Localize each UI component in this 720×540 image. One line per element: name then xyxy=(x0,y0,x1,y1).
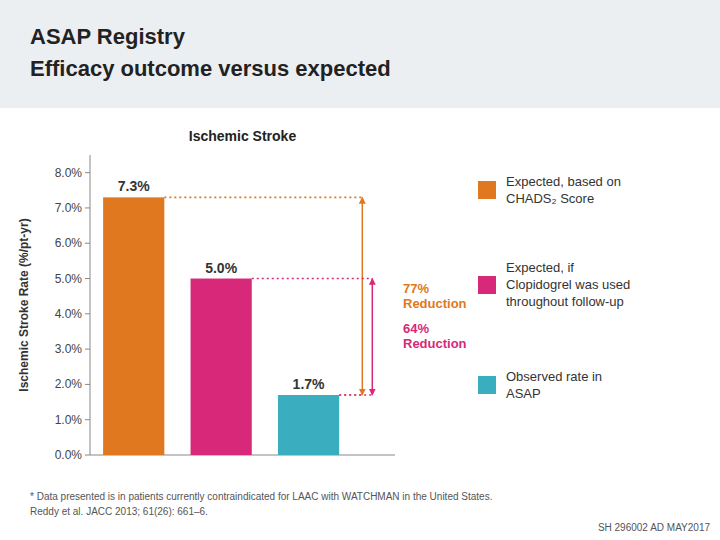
text-line: 77% xyxy=(403,281,429,296)
tick-label: 2.0% xyxy=(55,377,83,391)
footnote: * Data presented is in patients currentl… xyxy=(30,491,492,502)
title: ASAP Registry Efficacy outcome versus exp… xyxy=(30,24,391,81)
legend-entry: Expected, if Clopidogrel was used througho… xyxy=(506,260,630,309)
tick-label: 6.0% xyxy=(55,236,83,250)
tick-label: 0.0% xyxy=(55,448,83,462)
annotation-text: 64%Reduction xyxy=(403,321,467,351)
tick-mark xyxy=(85,349,90,350)
legend-swatch xyxy=(478,276,496,294)
tick-label: 3.0% xyxy=(55,342,83,356)
y-axis-line xyxy=(90,155,91,455)
text-line: 64% xyxy=(403,321,429,336)
text-line: Expected, if xyxy=(506,260,574,275)
text-line: CHADS₂ Score xyxy=(506,191,594,206)
bars xyxy=(103,197,339,455)
tick-mark xyxy=(85,243,90,244)
legend-swatch xyxy=(478,181,496,199)
tick-mark xyxy=(85,384,90,385)
tick-label: 7.0% xyxy=(55,201,83,215)
text-line: ASAP xyxy=(506,386,541,401)
legend-swatch xyxy=(478,376,496,394)
text-line: Reduction xyxy=(403,296,467,311)
reduction-arrow xyxy=(362,197,364,395)
tick-label: 5.0% xyxy=(55,272,83,286)
tick-mark xyxy=(85,455,90,456)
bar xyxy=(103,197,164,455)
guide-line xyxy=(339,394,372,396)
y-axis: 0.0% 1.0% 2.0% 3.0% 4.0% 5.0% 6.0% 7.0% 8.0% xyxy=(55,155,395,462)
tick-mark xyxy=(85,278,90,279)
footnote: SH 296002 AD MAY2017 xyxy=(598,522,711,533)
guide-line xyxy=(252,278,373,280)
tick-mark xyxy=(85,172,90,173)
legend-entry: Observed rate in ASAP xyxy=(506,369,602,401)
bar xyxy=(278,395,339,455)
tick-mark xyxy=(85,419,90,420)
reduction-arrow xyxy=(372,279,374,395)
text-line: throughout follow-up xyxy=(506,294,624,309)
text-line: Efficacy outcome versus expected xyxy=(30,56,391,81)
text-line: ASAP Registry xyxy=(30,24,186,49)
tick-label: 4.0% xyxy=(55,307,83,321)
y-axis-label: Ischemic Stroke Rate (%/pt-yr) xyxy=(17,218,31,391)
tick-label: 1.0% xyxy=(55,413,83,427)
legend: Expected, based onCHADS₂ ScoreExpected, … xyxy=(478,174,630,401)
tick-mark xyxy=(85,207,90,208)
footnote: Reddy et al. JACC 2013; 61(26): 661–6. xyxy=(30,506,208,517)
guide-line xyxy=(164,197,362,199)
chart: ASAP Registry Efficacy outcome versus exp… xyxy=(0,0,720,540)
text-line: Observed rate in xyxy=(506,369,602,384)
data-label: 1.7% xyxy=(293,376,325,392)
text-line: Clopidogrel was used xyxy=(506,277,630,292)
bar xyxy=(191,279,252,455)
data-label: 7.3% xyxy=(118,178,150,194)
subtitle: Ischemic Stroke xyxy=(189,128,297,144)
text-line: Expected, based on xyxy=(506,174,621,189)
data-label: 5.0% xyxy=(205,260,237,276)
header-band xyxy=(0,0,720,108)
annotation-text: 77%Reduction xyxy=(403,281,467,311)
annotations xyxy=(164,197,372,395)
legend-entry: Expected, based on CHADS₂ Score xyxy=(506,174,621,206)
tick-label: 8.0% xyxy=(55,166,83,180)
tick-mark xyxy=(85,313,90,314)
text-line: Reduction xyxy=(403,336,467,351)
